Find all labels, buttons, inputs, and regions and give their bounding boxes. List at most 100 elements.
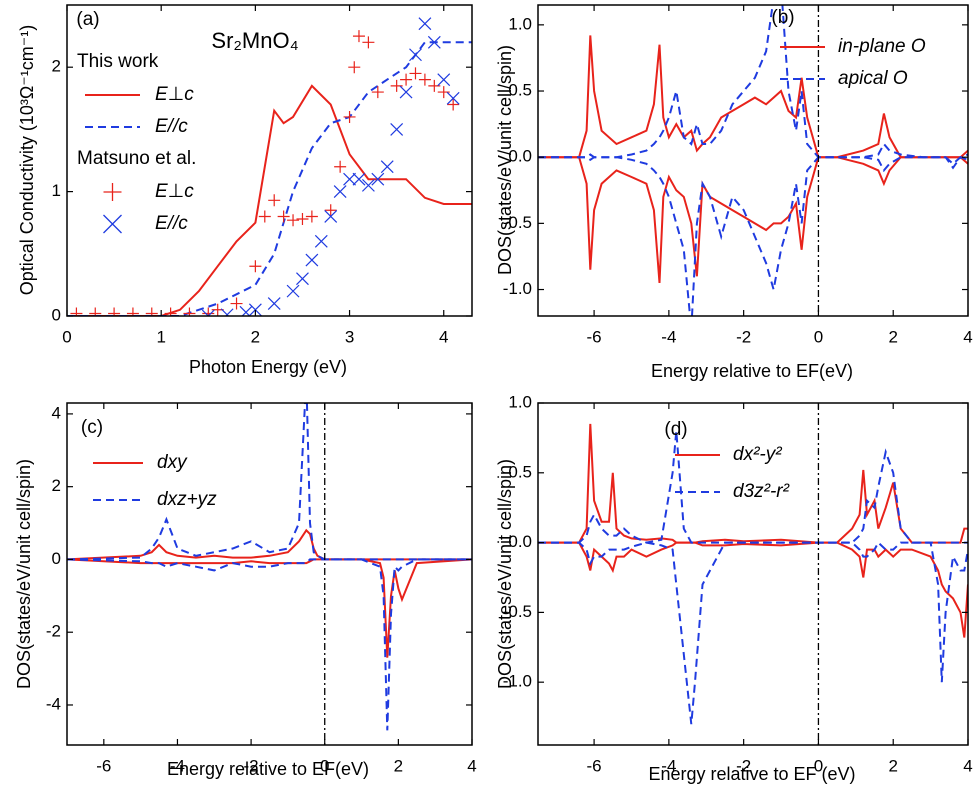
- marker: [202, 307, 215, 316]
- marker: [89, 307, 102, 316]
- legend-label: E⊥c: [155, 84, 194, 105]
- marker: [268, 194, 281, 207]
- marker: [70, 307, 83, 316]
- y-tick-label: 4: [52, 403, 61, 422]
- x-axis-label: Energy relative to EF(eV): [651, 361, 853, 381]
- y-tick-label: 0: [52, 305, 61, 324]
- plot-area: [538, 5, 968, 316]
- x-tick-label: 0: [320, 756, 329, 775]
- marker: [108, 307, 121, 316]
- marker: [333, 185, 347, 199]
- series-line: [67, 84, 472, 316]
- marker: [239, 305, 253, 316]
- marker: [249, 260, 262, 273]
- y-tick-label: -1.0: [503, 279, 532, 298]
- marker: [418, 17, 432, 31]
- series-line: [67, 528, 472, 561]
- legend-label: E//c: [155, 213, 188, 234]
- x-tick-label: 4: [963, 327, 972, 346]
- x-tick-label: 2: [394, 756, 403, 775]
- marker: [145, 307, 158, 316]
- marker: [418, 73, 431, 86]
- x-axis-label: Energy relative to EF(eV): [167, 759, 369, 779]
- marker: [409, 48, 422, 62]
- marker: [164, 307, 177, 316]
- legend-label: dx²-y²: [733, 444, 782, 465]
- x-tick-label: 1: [156, 327, 165, 346]
- y-axis-label: Optical Conductivity (10³Ω⁻¹cm⁻¹): [17, 25, 37, 296]
- y-axis-label: DOS(states/eV/unit cell/spin): [14, 459, 34, 689]
- legend-marker: [103, 183, 122, 201]
- chart-title: Sr₂MnO₄: [211, 28, 298, 53]
- legend-label: E⊥c: [155, 181, 194, 202]
- axes-frame: [66, 402, 473, 746]
- series-line: [538, 156, 968, 283]
- marker: [437, 73, 451, 87]
- x-tick-label: 0: [814, 756, 823, 775]
- x-axis-label: Photon Energy (eV): [189, 357, 347, 377]
- x-tick-label: -2: [736, 327, 751, 346]
- marker: [324, 210, 338, 223]
- legend-label: d3z²-r²: [733, 481, 790, 502]
- marker: [437, 86, 450, 99]
- marker: [352, 172, 366, 186]
- marker: [371, 86, 384, 99]
- marker: [446, 91, 460, 105]
- legend-label: in-plane O: [838, 36, 926, 57]
- y-tick-label: 0: [52, 549, 61, 568]
- marker: [287, 214, 300, 227]
- marker: [362, 36, 375, 49]
- marker: [305, 210, 318, 223]
- series-line: [538, 540, 968, 725]
- legend-marker: [103, 214, 122, 234]
- marker: [361, 178, 375, 192]
- plot-area: [67, 403, 472, 731]
- marker: [305, 253, 319, 267]
- y-axis-label: DOS(states/eV/unit cell/spin): [495, 45, 515, 275]
- y-tick-label: 2: [52, 476, 61, 495]
- marker: [248, 303, 262, 316]
- series-line: [538, 35, 968, 159]
- legend-label: dxz+yz: [157, 489, 217, 510]
- panel-label: (d): [664, 419, 687, 440]
- marker: [296, 272, 309, 286]
- marker: [409, 67, 422, 80]
- marker: [447, 98, 460, 111]
- y-tick-label: -1.0: [503, 672, 532, 691]
- x-axis-label: Energy relative to EF (eV): [648, 764, 855, 784]
- x-tick-label: 2: [251, 327, 260, 346]
- x-tick-label: 0: [62, 327, 71, 346]
- axes-frame: [537, 4, 969, 317]
- y-tick-label: -2: [46, 622, 61, 641]
- series-line: [67, 558, 472, 658]
- x-tick-label: -2: [244, 756, 259, 775]
- legend-group: Matsuno et al.: [77, 148, 196, 169]
- marker: [428, 79, 441, 92]
- legend-label: E//c: [155, 116, 188, 137]
- x-tick-label: 0: [814, 327, 823, 346]
- axes-frame: [66, 4, 473, 317]
- panel-label: (a): [76, 9, 99, 30]
- marker: [220, 308, 234, 316]
- y-tick-label: 0.5: [508, 462, 532, 481]
- x-tick-label: 3: [345, 327, 354, 346]
- marker: [399, 85, 413, 99]
- panel-label: (b): [771, 7, 794, 28]
- marker: [427, 35, 441, 49]
- marker: [343, 110, 356, 123]
- x-tick-label: -4: [170, 756, 185, 775]
- x-tick-label: -4: [661, 756, 676, 775]
- y-tick-label: 1.0: [508, 392, 532, 411]
- marker: [126, 307, 139, 316]
- marker: [334, 160, 347, 173]
- marker: [267, 297, 281, 310]
- y-tick-label: 1.0: [508, 14, 532, 33]
- series-line: [538, 5, 968, 166]
- legend-label: apical O: [838, 68, 908, 89]
- series-line: [538, 156, 968, 316]
- marker: [296, 212, 309, 225]
- series-line: [538, 430, 968, 544]
- marker: [390, 79, 403, 92]
- marker: [258, 210, 271, 223]
- y-tick-label: -0.5: [503, 602, 532, 621]
